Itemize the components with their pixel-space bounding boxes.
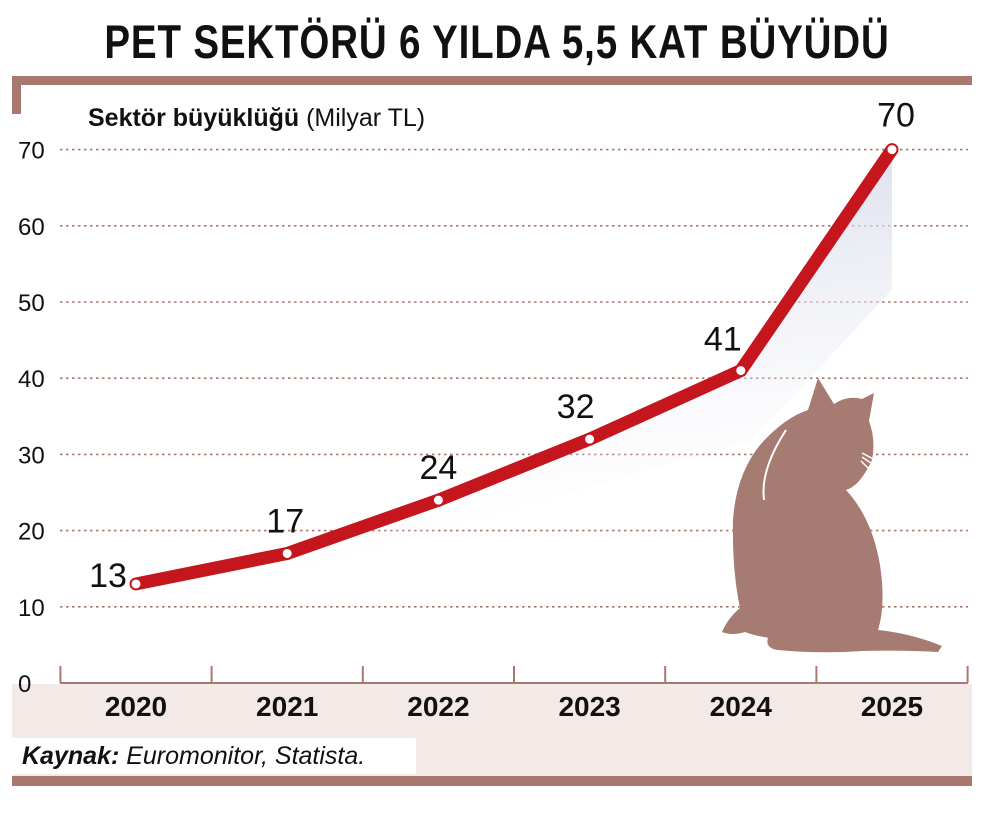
bottom-border	[12, 776, 972, 786]
y-tick-label: 30	[18, 442, 45, 469]
data-point	[280, 546, 294, 560]
data-point	[129, 577, 143, 591]
x-tick-marks	[59, 666, 969, 683]
y-tick-label: 60	[18, 214, 45, 241]
data-point	[431, 493, 445, 507]
x-tick-label: 2025	[861, 691, 923, 722]
x-tick-label: 2022	[407, 691, 469, 722]
y-tick-label: 20	[18, 519, 45, 546]
data-points	[129, 143, 899, 591]
data-label: 41	[704, 321, 742, 359]
data-point	[885, 143, 899, 157]
data-label: 32	[557, 388, 595, 426]
x-tick-label: 2020	[105, 691, 167, 722]
data-label: 13	[89, 557, 127, 595]
source-text: Euromonitor, Statista.	[126, 742, 366, 770]
chart-title: PET SEKTÖRÜ 6 YILDA 5,5 KAT BÜYÜDÜ	[104, 15, 890, 68]
y-tick-label: 10	[18, 595, 45, 622]
line-shadow	[136, 149, 892, 614]
y-tick-label: 0	[18, 671, 31, 698]
source-label: Kaynak:	[22, 742, 120, 770]
source-box	[12, 738, 416, 774]
x-tick-label: 2021	[256, 691, 318, 722]
y-tick-label: 40	[18, 366, 45, 393]
source-note: Kaynak: Euromonitor, Statista.	[22, 742, 365, 771]
x-tick-label: 2024	[710, 691, 773, 722]
data-point	[583, 432, 597, 446]
y-tick-labels: 0 10 20 30 40 50 60 70	[18, 138, 45, 698]
data-label: 24	[419, 449, 457, 487]
data-labels: 13 17 24 32 41 70	[89, 97, 915, 595]
cat-whiskers	[762, 429, 881, 501]
x-tick-labels: 2020 2021 2022 2023 2024 2025	[105, 691, 923, 722]
data-label: 17	[266, 502, 304, 540]
y-axis-title: Sektör büyüklüğü (Milyar TL)	[88, 104, 426, 132]
top-border	[12, 76, 972, 85]
left-border	[12, 76, 21, 114]
data-line	[134, 145, 898, 591]
x-tick-label: 2023	[558, 691, 620, 722]
y-tick-label: 70	[18, 138, 45, 165]
data-point	[734, 364, 748, 378]
data-label: 70	[877, 97, 915, 135]
y-tick-label: 50	[18, 290, 45, 317]
